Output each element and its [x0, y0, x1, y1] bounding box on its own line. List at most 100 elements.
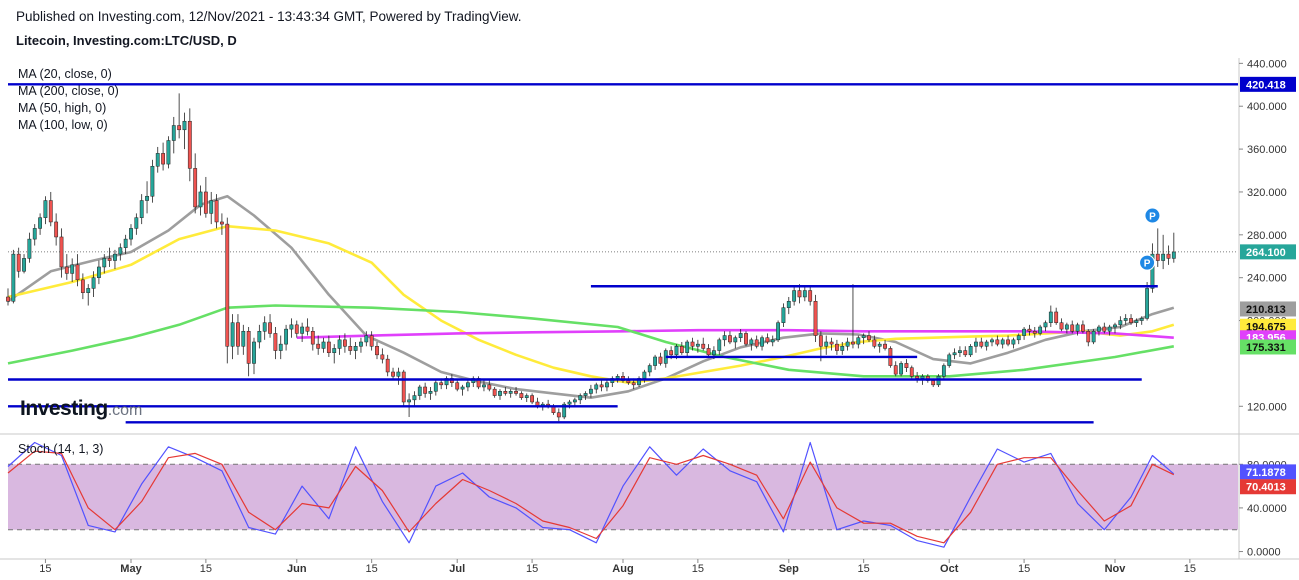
candle: [375, 341, 379, 360]
candle-body: [187, 120, 192, 169]
candle-body: [332, 348, 337, 353]
candle: [166, 136, 171, 169]
candle-body: [487, 384, 492, 390]
price-label-box: [1240, 301, 1296, 317]
candle: [599, 380, 604, 392]
pivot-marker-label: P: [1149, 212, 1156, 223]
candle-body: [1022, 328, 1026, 336]
candle-body: [75, 264, 80, 281]
candle-body: [1016, 335, 1021, 341]
candle: [278, 335, 283, 360]
candle-body: [583, 393, 588, 396]
candle-body: [572, 399, 577, 403]
candle-body: [674, 346, 679, 356]
candle-body: [268, 322, 272, 334]
candle-body: [80, 279, 85, 293]
candle-body: [369, 335, 374, 347]
candle-body: [872, 339, 877, 347]
candle-body: [310, 331, 315, 345]
candle: [1102, 322, 1107, 334]
candle-body: [460, 386, 465, 390]
candle: [428, 386, 433, 400]
candle: [653, 354, 657, 370]
candle: [54, 213, 59, 246]
candle-body: [781, 307, 786, 323]
candle-body: [765, 337, 770, 343]
candle: [508, 389, 513, 398]
candle-body: [145, 195, 149, 201]
candle: [813, 294, 818, 342]
candle: [904, 359, 909, 372]
candle-body: [155, 153, 160, 167]
candle: [123, 234, 128, 255]
stoch-line: [7, 441, 1175, 548]
candle: [487, 380, 492, 392]
candle-body: [1139, 318, 1144, 321]
candle-body: [482, 384, 486, 388]
candle: [776, 320, 780, 342]
pivot-marker: P: [1144, 207, 1161, 224]
candle: [877, 341, 882, 353]
candle-body: [599, 384, 604, 388]
candle: [75, 254, 80, 287]
candle: [1134, 318, 1139, 327]
candle-body: [578, 395, 583, 401]
candle-body: [904, 363, 909, 368]
candle-body: [466, 382, 470, 388]
candle-body: [198, 191, 203, 208]
candle-body: [920, 376, 925, 379]
candle: [1113, 322, 1117, 334]
candle: [433, 380, 438, 396]
x-tick-label: Jun: [287, 563, 307, 575]
stoch-value-text: 71.1878: [1246, 467, 1286, 479]
candle-body: [995, 339, 1000, 345]
candle: [59, 228, 64, 278]
candle: [482, 380, 486, 392]
candle-body: [968, 346, 973, 356]
price-pane: PP: [6, 83, 1238, 424]
candle-body: [594, 384, 599, 390]
candle-body: [1075, 324, 1080, 332]
candle-body: [792, 290, 797, 302]
candle: [1011, 337, 1016, 349]
candle-body: [123, 238, 128, 248]
candle: [1006, 335, 1010, 347]
stoch-value-box: [1240, 479, 1296, 495]
candle-body: [631, 382, 636, 386]
candle: [514, 386, 518, 396]
pivot-marker-circle: [1139, 254, 1156, 271]
candle: [209, 191, 214, 225]
candle: [236, 314, 240, 355]
candle: [572, 397, 577, 407]
candle-body: [1134, 320, 1139, 323]
candle: [396, 367, 401, 385]
candle: [241, 324, 246, 355]
candle: [1081, 320, 1085, 334]
candle: [637, 376, 641, 387]
candle-body: [364, 335, 369, 343]
price-label-text: 210.813: [1246, 304, 1286, 316]
candle: [583, 391, 588, 400]
candle-body: [129, 228, 133, 240]
y-tick-label: 280.000: [1247, 230, 1287, 242]
candle-body: [679, 346, 684, 353]
candle-body: [300, 326, 305, 334]
candle-body: [915, 376, 920, 379]
candle: [145, 181, 149, 214]
candle-body: [348, 346, 353, 351]
candle-body: [685, 341, 690, 353]
moving-average-line: [7, 194, 1175, 400]
candle-body: [867, 335, 871, 341]
candle-body: [91, 277, 96, 289]
price-label-text: 420.418: [1246, 79, 1286, 91]
candle: [455, 380, 460, 392]
candle-body: [717, 339, 722, 351]
candle-body: [326, 341, 331, 353]
x-tick-label: Aug: [612, 563, 633, 575]
candle: [273, 326, 278, 360]
candle-body: [893, 365, 898, 375]
candle-body: [984, 341, 989, 347]
candle-body: [647, 365, 652, 373]
candle: [171, 116, 176, 154]
